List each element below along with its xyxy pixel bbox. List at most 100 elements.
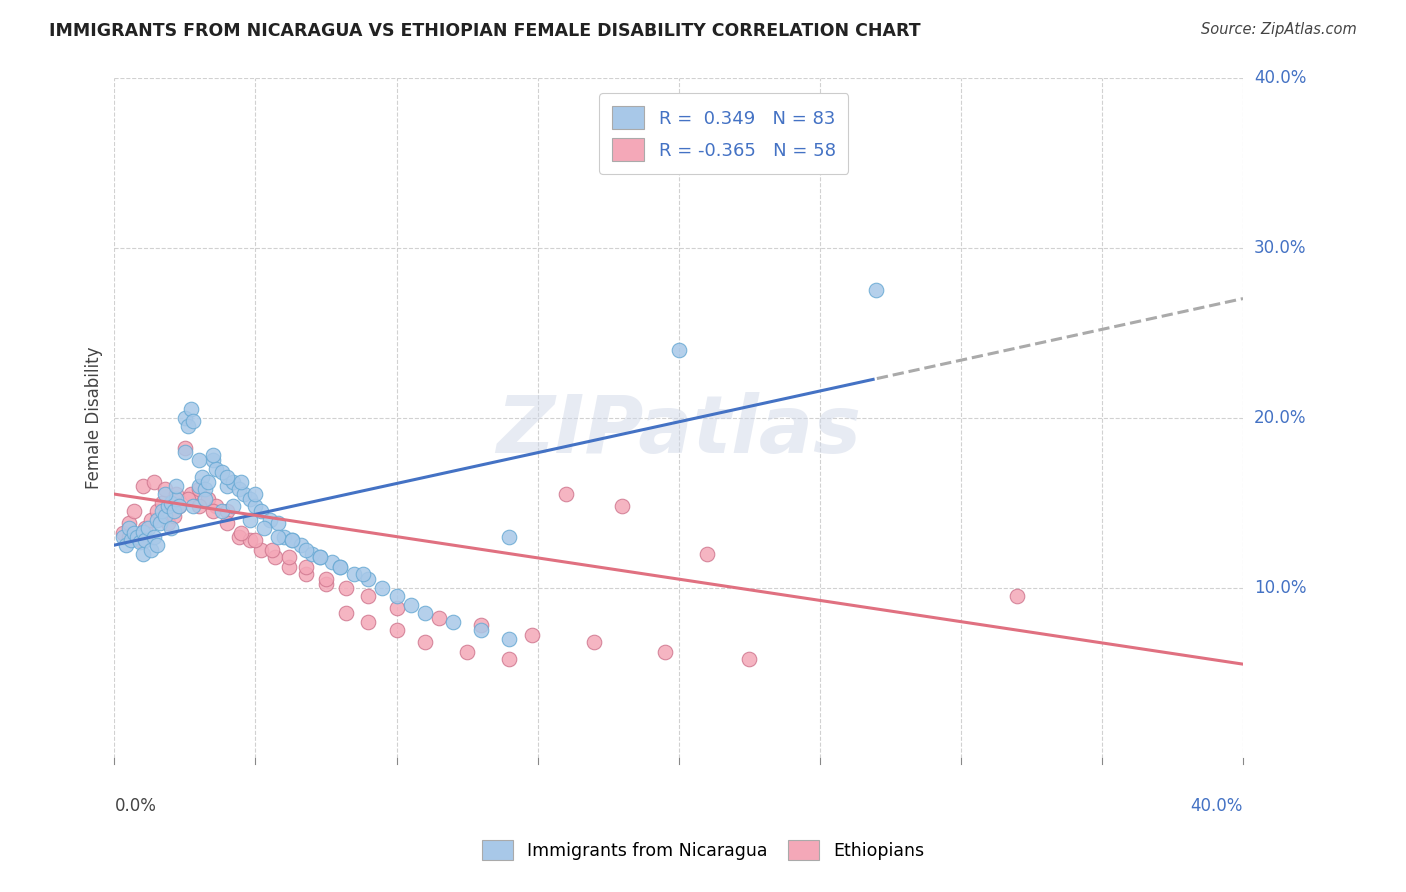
- Point: [188, 478, 211, 492]
- Point: [427, 611, 450, 625]
- Point: [413, 606, 436, 620]
- Point: [290, 538, 312, 552]
- Point: [217, 504, 239, 518]
- Point: [668, 343, 690, 357]
- Point: [117, 516, 139, 530]
- Text: 40.0%: 40.0%: [1191, 797, 1243, 814]
- Point: [136, 521, 159, 535]
- Point: [245, 487, 267, 501]
- Point: [131, 547, 153, 561]
- Point: [865, 283, 887, 297]
- Point: [122, 526, 145, 541]
- Point: [163, 509, 186, 524]
- Point: [117, 521, 139, 535]
- Point: [357, 572, 380, 586]
- Point: [250, 543, 273, 558]
- Point: [180, 402, 202, 417]
- Point: [169, 499, 191, 513]
- Point: [111, 530, 134, 544]
- Point: [738, 652, 761, 666]
- Legend: R =  0.349   N = 83, R = -0.365   N = 58: R = 0.349 N = 83, R = -0.365 N = 58: [599, 94, 848, 174]
- Point: [153, 482, 176, 496]
- Text: 30.0%: 30.0%: [1254, 238, 1306, 257]
- Point: [385, 601, 408, 615]
- Point: [259, 513, 281, 527]
- Point: [399, 598, 422, 612]
- Point: [231, 475, 253, 490]
- Point: [145, 513, 167, 527]
- Point: [352, 567, 374, 582]
- Text: Source: ZipAtlas.com: Source: ZipAtlas.com: [1201, 22, 1357, 37]
- Point: [142, 475, 165, 490]
- Point: [211, 465, 233, 479]
- Point: [202, 448, 225, 462]
- Point: [456, 645, 478, 659]
- Point: [335, 581, 357, 595]
- Text: 0.0%: 0.0%: [114, 797, 156, 814]
- Point: [177, 492, 200, 507]
- Point: [139, 543, 162, 558]
- Point: [228, 530, 250, 544]
- Point: [253, 521, 276, 535]
- Point: [145, 504, 167, 518]
- Point: [131, 478, 153, 492]
- Point: [166, 492, 188, 507]
- Point: [278, 560, 301, 574]
- Point: [371, 581, 394, 595]
- Point: [217, 516, 239, 530]
- Point: [343, 567, 366, 582]
- Point: [117, 530, 139, 544]
- Point: [160, 495, 183, 509]
- Point: [160, 521, 183, 535]
- Point: [202, 453, 225, 467]
- Point: [122, 504, 145, 518]
- Point: [134, 533, 156, 547]
- Legend: Immigrants from Nicaragua, Ethiopians: Immigrants from Nicaragua, Ethiopians: [475, 833, 931, 867]
- Point: [174, 441, 197, 455]
- Point: [197, 475, 219, 490]
- Point: [114, 538, 136, 552]
- Point: [174, 410, 197, 425]
- Point: [188, 453, 211, 467]
- Point: [128, 534, 150, 549]
- Text: ZIPatlas: ZIPatlas: [496, 392, 862, 470]
- Point: [413, 635, 436, 649]
- Point: [267, 516, 290, 530]
- Point: [239, 513, 262, 527]
- Point: [142, 530, 165, 544]
- Point: [166, 487, 188, 501]
- Point: [696, 547, 718, 561]
- Point: [139, 513, 162, 527]
- Point: [174, 444, 197, 458]
- Text: 40.0%: 40.0%: [1254, 69, 1306, 87]
- Point: [295, 543, 318, 558]
- Point: [335, 606, 357, 620]
- Point: [321, 555, 343, 569]
- Point: [197, 492, 219, 507]
- Point: [654, 645, 676, 659]
- Point: [239, 533, 262, 547]
- Point: [1007, 589, 1029, 603]
- Point: [295, 567, 318, 582]
- Point: [150, 495, 173, 509]
- Point: [191, 470, 214, 484]
- Point: [554, 487, 576, 501]
- Point: [385, 623, 408, 637]
- Point: [120, 533, 142, 547]
- Point: [357, 589, 380, 603]
- Point: [128, 533, 150, 547]
- Point: [281, 533, 304, 547]
- Point: [217, 470, 239, 484]
- Point: [111, 526, 134, 541]
- Point: [228, 482, 250, 496]
- Point: [498, 530, 520, 544]
- Point: [131, 524, 153, 539]
- Text: 20.0%: 20.0%: [1254, 409, 1306, 426]
- Point: [612, 499, 634, 513]
- Point: [153, 509, 176, 524]
- Point: [163, 504, 186, 518]
- Point: [217, 478, 239, 492]
- Point: [180, 487, 202, 501]
- Point: [262, 543, 284, 558]
- Point: [145, 538, 167, 552]
